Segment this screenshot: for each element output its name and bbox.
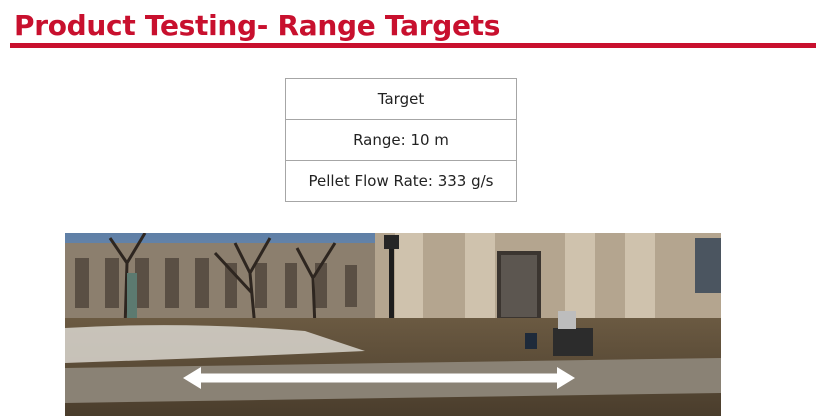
specs-row-flow-rate: Pellet Flow Rate: 333 g/s [286, 161, 516, 202]
range-test-photo [65, 233, 721, 416]
specs-row-range: Range: 10 m [286, 120, 516, 161]
specs-row-target: Target [286, 79, 516, 120]
specs-table: Target Range: 10 m Pellet Flow Rate: 333… [285, 78, 517, 202]
title-underline [10, 43, 816, 48]
slide-title: Product Testing- Range Targets [14, 9, 501, 42]
